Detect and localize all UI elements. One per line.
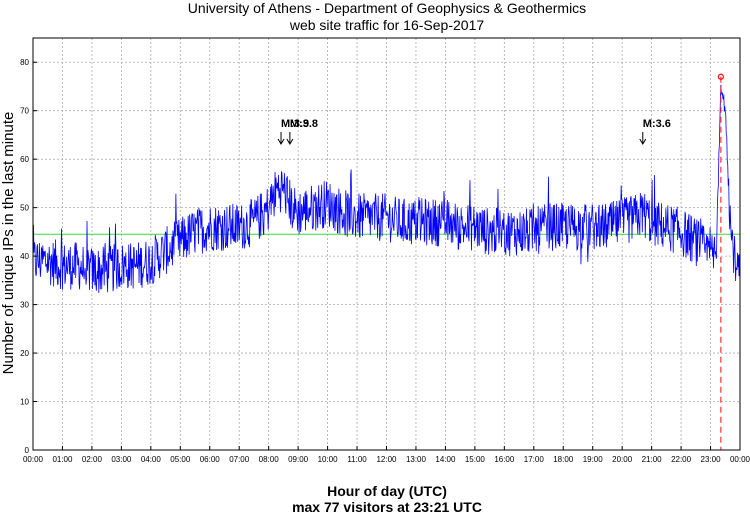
x-tick-label: 05:00	[170, 455, 191, 464]
annotation-arrow-head	[286, 138, 294, 145]
x-tick-label: 12:00	[376, 455, 397, 464]
peak-circle	[717, 73, 724, 80]
y-tick-label: 60	[20, 155, 29, 164]
annotation-arrow-head	[277, 138, 285, 145]
x-tick-label: 07:00	[229, 455, 250, 464]
y-tick-label: 40	[20, 252, 29, 261]
x-tick-label: 00:00	[23, 455, 44, 464]
y-tick-label: 0	[25, 446, 30, 455]
traffic-polyline	[32, 84, 741, 293]
y-axis-label: Number of unique IPs in the last minute	[0, 112, 17, 375]
x-tick-label: 01:00	[52, 455, 73, 464]
y-tick-label: 80	[20, 58, 29, 67]
x-tick-label: 21:00	[642, 455, 663, 464]
axis-ticks: 00:00 01:00 02:00 03:00 04:00 05:00 06:00 07:00…	[20, 58, 750, 464]
y-tick-label: 20	[20, 349, 29, 358]
x-tick-label: 10:00	[318, 455, 339, 464]
x-tick-label: 23:00	[701, 455, 722, 464]
annotation-label: M:3.9	[281, 118, 309, 130]
x-tick-label: 09:00	[288, 455, 309, 464]
x-tick-label: 14:00	[435, 455, 456, 464]
annotation-label: M:3.8	[290, 118, 318, 130]
x-tick-label: 16:00	[494, 455, 515, 464]
x-tick-label: 11:00	[347, 455, 367, 464]
y-tick-label: 30	[20, 301, 29, 310]
x-tick-label: 19:00	[583, 455, 604, 464]
y-tick-label: 70	[20, 107, 29, 116]
x-tick-label: 22:00	[671, 455, 692, 464]
x-tick-label: 02:00	[82, 455, 103, 464]
x-tick-label: 04:00	[141, 455, 162, 464]
max-visitors-caption: max 77 visitors at 23:21 UTC	[292, 499, 482, 515]
annotation-arrow-head	[639, 138, 647, 145]
chart-subtitle: web site traffic for 16-Sep-2017	[289, 17, 485, 33]
x-tick-label: 15:00	[465, 455, 486, 464]
x-tick-label: 18:00	[553, 455, 574, 464]
peak-marker	[717, 73, 724, 450]
x-tick-label: 13:00	[406, 455, 427, 464]
x-tick-label: 00:00	[730, 455, 750, 464]
chart-title: University of Athens - Department of Geo…	[188, 0, 586, 16]
annotation-label: M:3.6	[643, 118, 671, 130]
x-tick-label: 08:00	[259, 455, 280, 464]
traffic-series	[32, 84, 741, 293]
x-tick-label: 17:00	[524, 455, 545, 464]
x-tick-label: 20:00	[612, 455, 633, 464]
y-tick-label: 10	[20, 398, 29, 407]
plot-frame	[32, 37, 741, 451]
x-tick-label: 03:00	[111, 455, 132, 464]
grid-lines	[33, 38, 740, 450]
x-tick-label: 06:00	[200, 455, 221, 464]
y-tick-label: 50	[20, 204, 29, 213]
x-axis-label: Hour of day (UTC)	[327, 483, 447, 499]
earthquake-annotations: M:3.9M:3.8 M:3.6	[277, 118, 671, 145]
